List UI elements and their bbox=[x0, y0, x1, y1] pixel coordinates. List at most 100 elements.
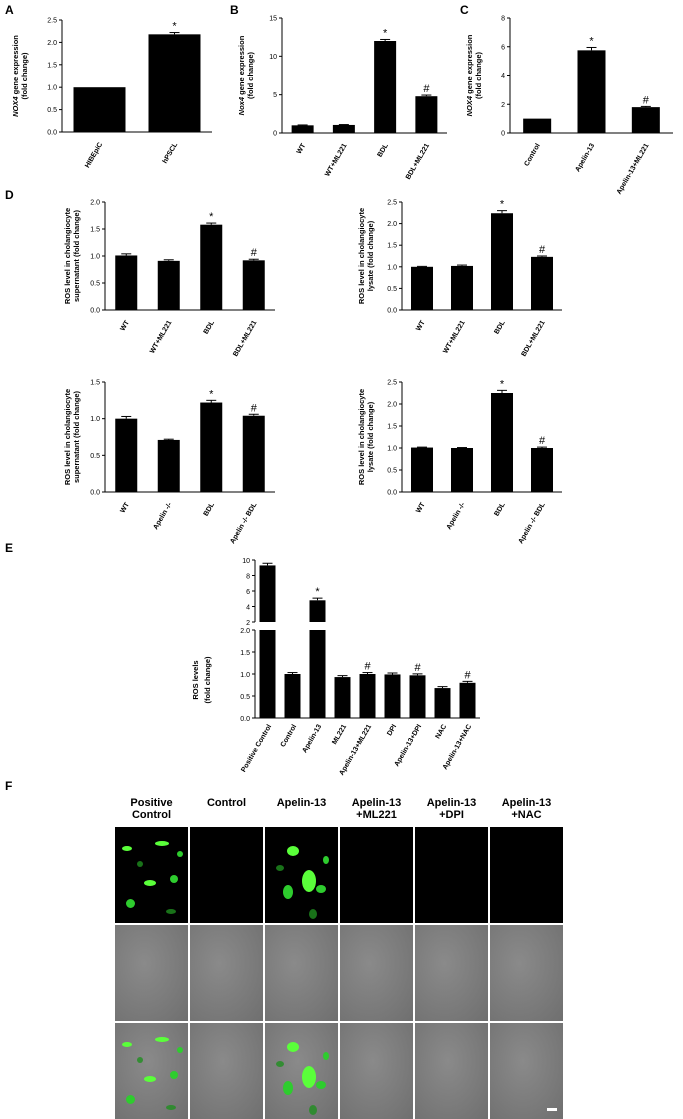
scale-bar bbox=[547, 1108, 557, 1111]
bar bbox=[259, 630, 276, 718]
category-label: BDL bbox=[493, 319, 507, 336]
bar bbox=[200, 402, 223, 492]
significance-mark: * bbox=[589, 35, 594, 47]
fluorescent-cell bbox=[166, 908, 177, 914]
chart-d2: 0.0 0.5 1.0 1.5 2.0 2.5 ROS level in cholangio… bbox=[357, 199, 562, 358]
bar bbox=[531, 448, 553, 492]
y-tick-label: 10 bbox=[269, 54, 277, 61]
y-tick-label: 1.0 bbox=[240, 672, 250, 679]
y-tick-label: 0.5 bbox=[240, 694, 250, 701]
panel-letter-d: D bbox=[5, 188, 14, 202]
category-label: BDL bbox=[493, 501, 507, 518]
bar bbox=[115, 255, 138, 310]
y-tick-label: 0.0 bbox=[90, 490, 100, 497]
bar bbox=[334, 677, 351, 718]
micrograph-column-header: Apelin-13 bbox=[276, 797, 327, 809]
y-tick-label: 0 bbox=[501, 131, 505, 138]
micrograph-fluor bbox=[115, 827, 188, 923]
fluorescent-cell bbox=[155, 841, 170, 847]
fluorescent-cell bbox=[308, 1104, 317, 1115]
chart-d3: 0.0 0.5 1.0 1.5 ROS level in cholangiocyte su… bbox=[63, 380, 275, 545]
y-tick-label: 8 bbox=[501, 16, 505, 23]
category-label: NAC bbox=[435, 724, 449, 741]
y-axis-title-gene: Nox4 bbox=[237, 96, 246, 115]
y-tick-label: 4 bbox=[501, 73, 505, 80]
significance-mark: * bbox=[383, 27, 388, 39]
chart-e: 2 4 6 8 10 0.0 0.5 1.0 1.5 2.0 ROS levels (fold cha… bbox=[191, 558, 480, 777]
category-label: Apelin -/- BDL bbox=[518, 501, 548, 545]
fluorescent-cell bbox=[286, 846, 299, 857]
category-label: WT bbox=[415, 501, 427, 515]
y-tick-label: 8 bbox=[246, 574, 250, 581]
y-axis-title: ROS levels bbox=[191, 660, 200, 699]
y-axis-subtitle: lysate (fold change) bbox=[366, 401, 375, 472]
micrograph-merge bbox=[340, 1023, 413, 1119]
category-label: BDL bbox=[377, 142, 391, 159]
y-axis-title-gene: NOX4 bbox=[465, 95, 474, 116]
significance-mark: * bbox=[500, 378, 505, 390]
significance-mark: # bbox=[539, 244, 546, 256]
fluorescent-cell bbox=[122, 1042, 133, 1048]
y-tick-label: 15 bbox=[269, 16, 277, 23]
fluorescent-cell bbox=[283, 1080, 294, 1095]
category-label: WT bbox=[119, 501, 131, 515]
bar bbox=[284, 674, 301, 718]
bar bbox=[415, 96, 438, 133]
y-axis-subtitle: lysate (fold change) bbox=[366, 220, 375, 291]
category-label: Apelin-13+ML221 bbox=[616, 142, 651, 195]
fluorescent-cell bbox=[286, 1042, 299, 1053]
bar bbox=[411, 447, 433, 492]
y-tick-label: 0.5 bbox=[387, 286, 397, 293]
micrograph-column-header: Apelin-13 +ML221 bbox=[351, 797, 402, 821]
y-tick-label: 1.5 bbox=[47, 62, 57, 69]
category-label: hPSCL bbox=[162, 141, 180, 165]
fluorescent-cell bbox=[166, 1104, 177, 1110]
micrograph-bright bbox=[490, 925, 563, 1021]
y-axis-title-rest: gene expression bbox=[11, 35, 20, 97]
y-tick-label: 2.0 bbox=[90, 200, 100, 207]
micrograph-merge bbox=[190, 1023, 263, 1119]
category-label: WT+ML221 bbox=[324, 142, 348, 177]
significance-mark: # bbox=[364, 661, 371, 673]
bar bbox=[451, 265, 473, 310]
bar bbox=[332, 124, 355, 133]
y-axis-title: NOX4 gene expression bbox=[465, 34, 474, 116]
panel-letter-b: B bbox=[230, 3, 239, 17]
micrograph-bright bbox=[265, 925, 338, 1021]
fluorescent-cell bbox=[323, 1051, 330, 1060]
fluorescent-cell bbox=[144, 879, 157, 886]
y-axis-title-gene: NOX4 bbox=[11, 96, 20, 117]
y-tick-label: 1.5 bbox=[387, 424, 397, 431]
bar bbox=[523, 118, 552, 133]
y-tick-label: 0.5 bbox=[387, 468, 397, 475]
y-tick-label: 6 bbox=[246, 589, 250, 596]
category-label: Apelin-13 bbox=[574, 142, 596, 173]
bar bbox=[631, 107, 660, 133]
fluorescent-cell bbox=[301, 1066, 316, 1089]
y-tick-label: 1.5 bbox=[240, 650, 250, 657]
category-label: Apelin -/- bbox=[446, 501, 467, 531]
significance-mark: * bbox=[209, 388, 214, 400]
micrograph-column-header: Apelin-13 +NAC bbox=[501, 797, 552, 821]
bar bbox=[411, 266, 433, 310]
y-tick-label: 1.0 bbox=[387, 264, 397, 271]
y-tick-label: 2.5 bbox=[387, 380, 397, 387]
y-tick-label: 2.0 bbox=[47, 40, 57, 47]
micrograph-fluor bbox=[190, 827, 263, 923]
y-axis-subtitle: (fold change) bbox=[474, 51, 483, 99]
category-label: Apelin-13+DPI bbox=[394, 723, 424, 767]
y-axis-subtitle: supernatant (fold change) bbox=[72, 390, 81, 483]
category-label: BDL+ML221 bbox=[405, 142, 431, 180]
micrograph-column-header: Control bbox=[206, 797, 247, 809]
y-tick-label: 1.5 bbox=[387, 243, 397, 250]
category-label: WT+ML221 bbox=[442, 319, 466, 354]
category-label: ML221 bbox=[331, 723, 348, 745]
bar bbox=[359, 674, 376, 718]
y-tick-label: 0.0 bbox=[90, 308, 100, 315]
category-label: HIBEpiC bbox=[84, 142, 104, 170]
micrograph-merge bbox=[115, 1023, 188, 1119]
bar bbox=[374, 41, 397, 133]
y-tick-label: 0.0 bbox=[387, 308, 397, 315]
fluorescent-cell bbox=[155, 1037, 170, 1043]
category-label: Apelin-13+NAC bbox=[442, 724, 473, 771]
